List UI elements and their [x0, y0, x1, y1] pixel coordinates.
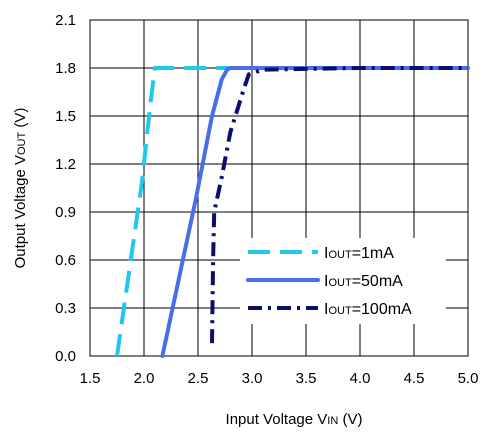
x-tick-labels: 1.5 2.0 2.5 3.0 3.5 4.0 4.5 5.0	[80, 370, 479, 387]
x-tick-label: 2.5	[188, 370, 209, 387]
x-tick-label: 3.5	[296, 370, 317, 387]
legend-label-1: IOUT=1mA	[324, 245, 394, 262]
x-tick-label: 2.0	[134, 370, 155, 387]
x-tick-label: 1.5	[80, 370, 101, 387]
y-axis-label: Output Voltage VOUT (V)	[12, 108, 29, 269]
legend-label-3: IOUT=100mA	[324, 301, 412, 318]
series-line-3	[210, 66, 468, 344]
x-tick-label: 4.0	[350, 370, 371, 387]
x-tick-label: 3.0	[242, 370, 263, 387]
y-tick-label: 0.9	[55, 204, 76, 221]
plot-area-frame	[89, 19, 469, 357]
y-tick-label: 0.3	[55, 300, 76, 317]
y-tick-label: 1.5	[55, 108, 76, 125]
series-lines	[115, 66, 470, 358]
y-tick-label: 0.6	[55, 252, 76, 269]
x-tick-label: 4.5	[404, 370, 425, 387]
y-tick-label: 2.1	[55, 12, 76, 29]
series-line-1	[115, 66, 468, 357]
y-tick-labels: 0.0 0.3 0.6 0.9 1.2 1.5 1.8 2.1	[55, 12, 76, 365]
legend: IOUT=1mA IOUT=50mA IOUT=100mA	[240, 238, 446, 324]
y-tick-label: 0.0	[55, 348, 76, 365]
y-tick-label: 1.8	[55, 60, 76, 77]
x-tick-label: 5.0	[458, 370, 479, 387]
x-axis-label: Input Voltage VIN (V)	[226, 411, 363, 428]
legend-label-2: IOUT=50mA	[324, 273, 403, 290]
y-tick-label: 1.2	[55, 156, 76, 173]
